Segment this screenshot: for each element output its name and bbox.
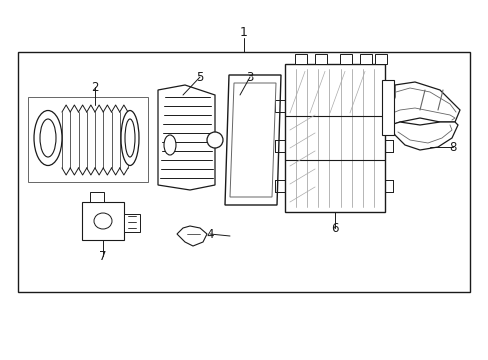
Bar	[381, 80, 393, 135]
Polygon shape	[224, 75, 281, 205]
Bar	[374, 54, 386, 64]
Polygon shape	[158, 85, 215, 190]
Ellipse shape	[125, 119, 135, 157]
Text: 8: 8	[448, 140, 456, 153]
Bar	[314, 54, 326, 64]
Text: 2: 2	[91, 81, 99, 94]
Text: 4: 4	[206, 228, 213, 240]
Bar	[124, 214, 140, 232]
Bar	[339, 54, 351, 64]
Polygon shape	[389, 122, 457, 150]
Ellipse shape	[94, 213, 112, 229]
Bar	[82, 202, 124, 240]
Ellipse shape	[40, 119, 56, 157]
Text: 1: 1	[240, 26, 247, 39]
Text: 7: 7	[99, 249, 106, 262]
Polygon shape	[177, 226, 206, 246]
Bar	[28, 97, 148, 182]
Ellipse shape	[34, 111, 62, 166]
Bar	[18, 52, 469, 292]
Polygon shape	[389, 82, 459, 125]
Text: 3: 3	[246, 71, 253, 84]
Ellipse shape	[121, 111, 139, 166]
Bar	[90, 192, 104, 202]
Ellipse shape	[163, 135, 176, 155]
Ellipse shape	[206, 132, 223, 148]
Bar	[294, 54, 306, 64]
Text: 6: 6	[330, 221, 338, 234]
Bar	[285, 64, 384, 212]
Bar	[359, 54, 371, 64]
Text: 5: 5	[196, 71, 203, 84]
